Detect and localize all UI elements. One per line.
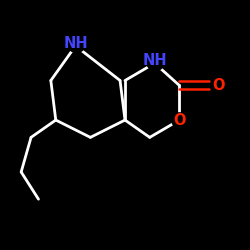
Text: NH: NH xyxy=(63,36,88,51)
Text: NH: NH xyxy=(142,53,167,68)
Text: O: O xyxy=(213,78,225,93)
Text: O: O xyxy=(173,112,186,128)
